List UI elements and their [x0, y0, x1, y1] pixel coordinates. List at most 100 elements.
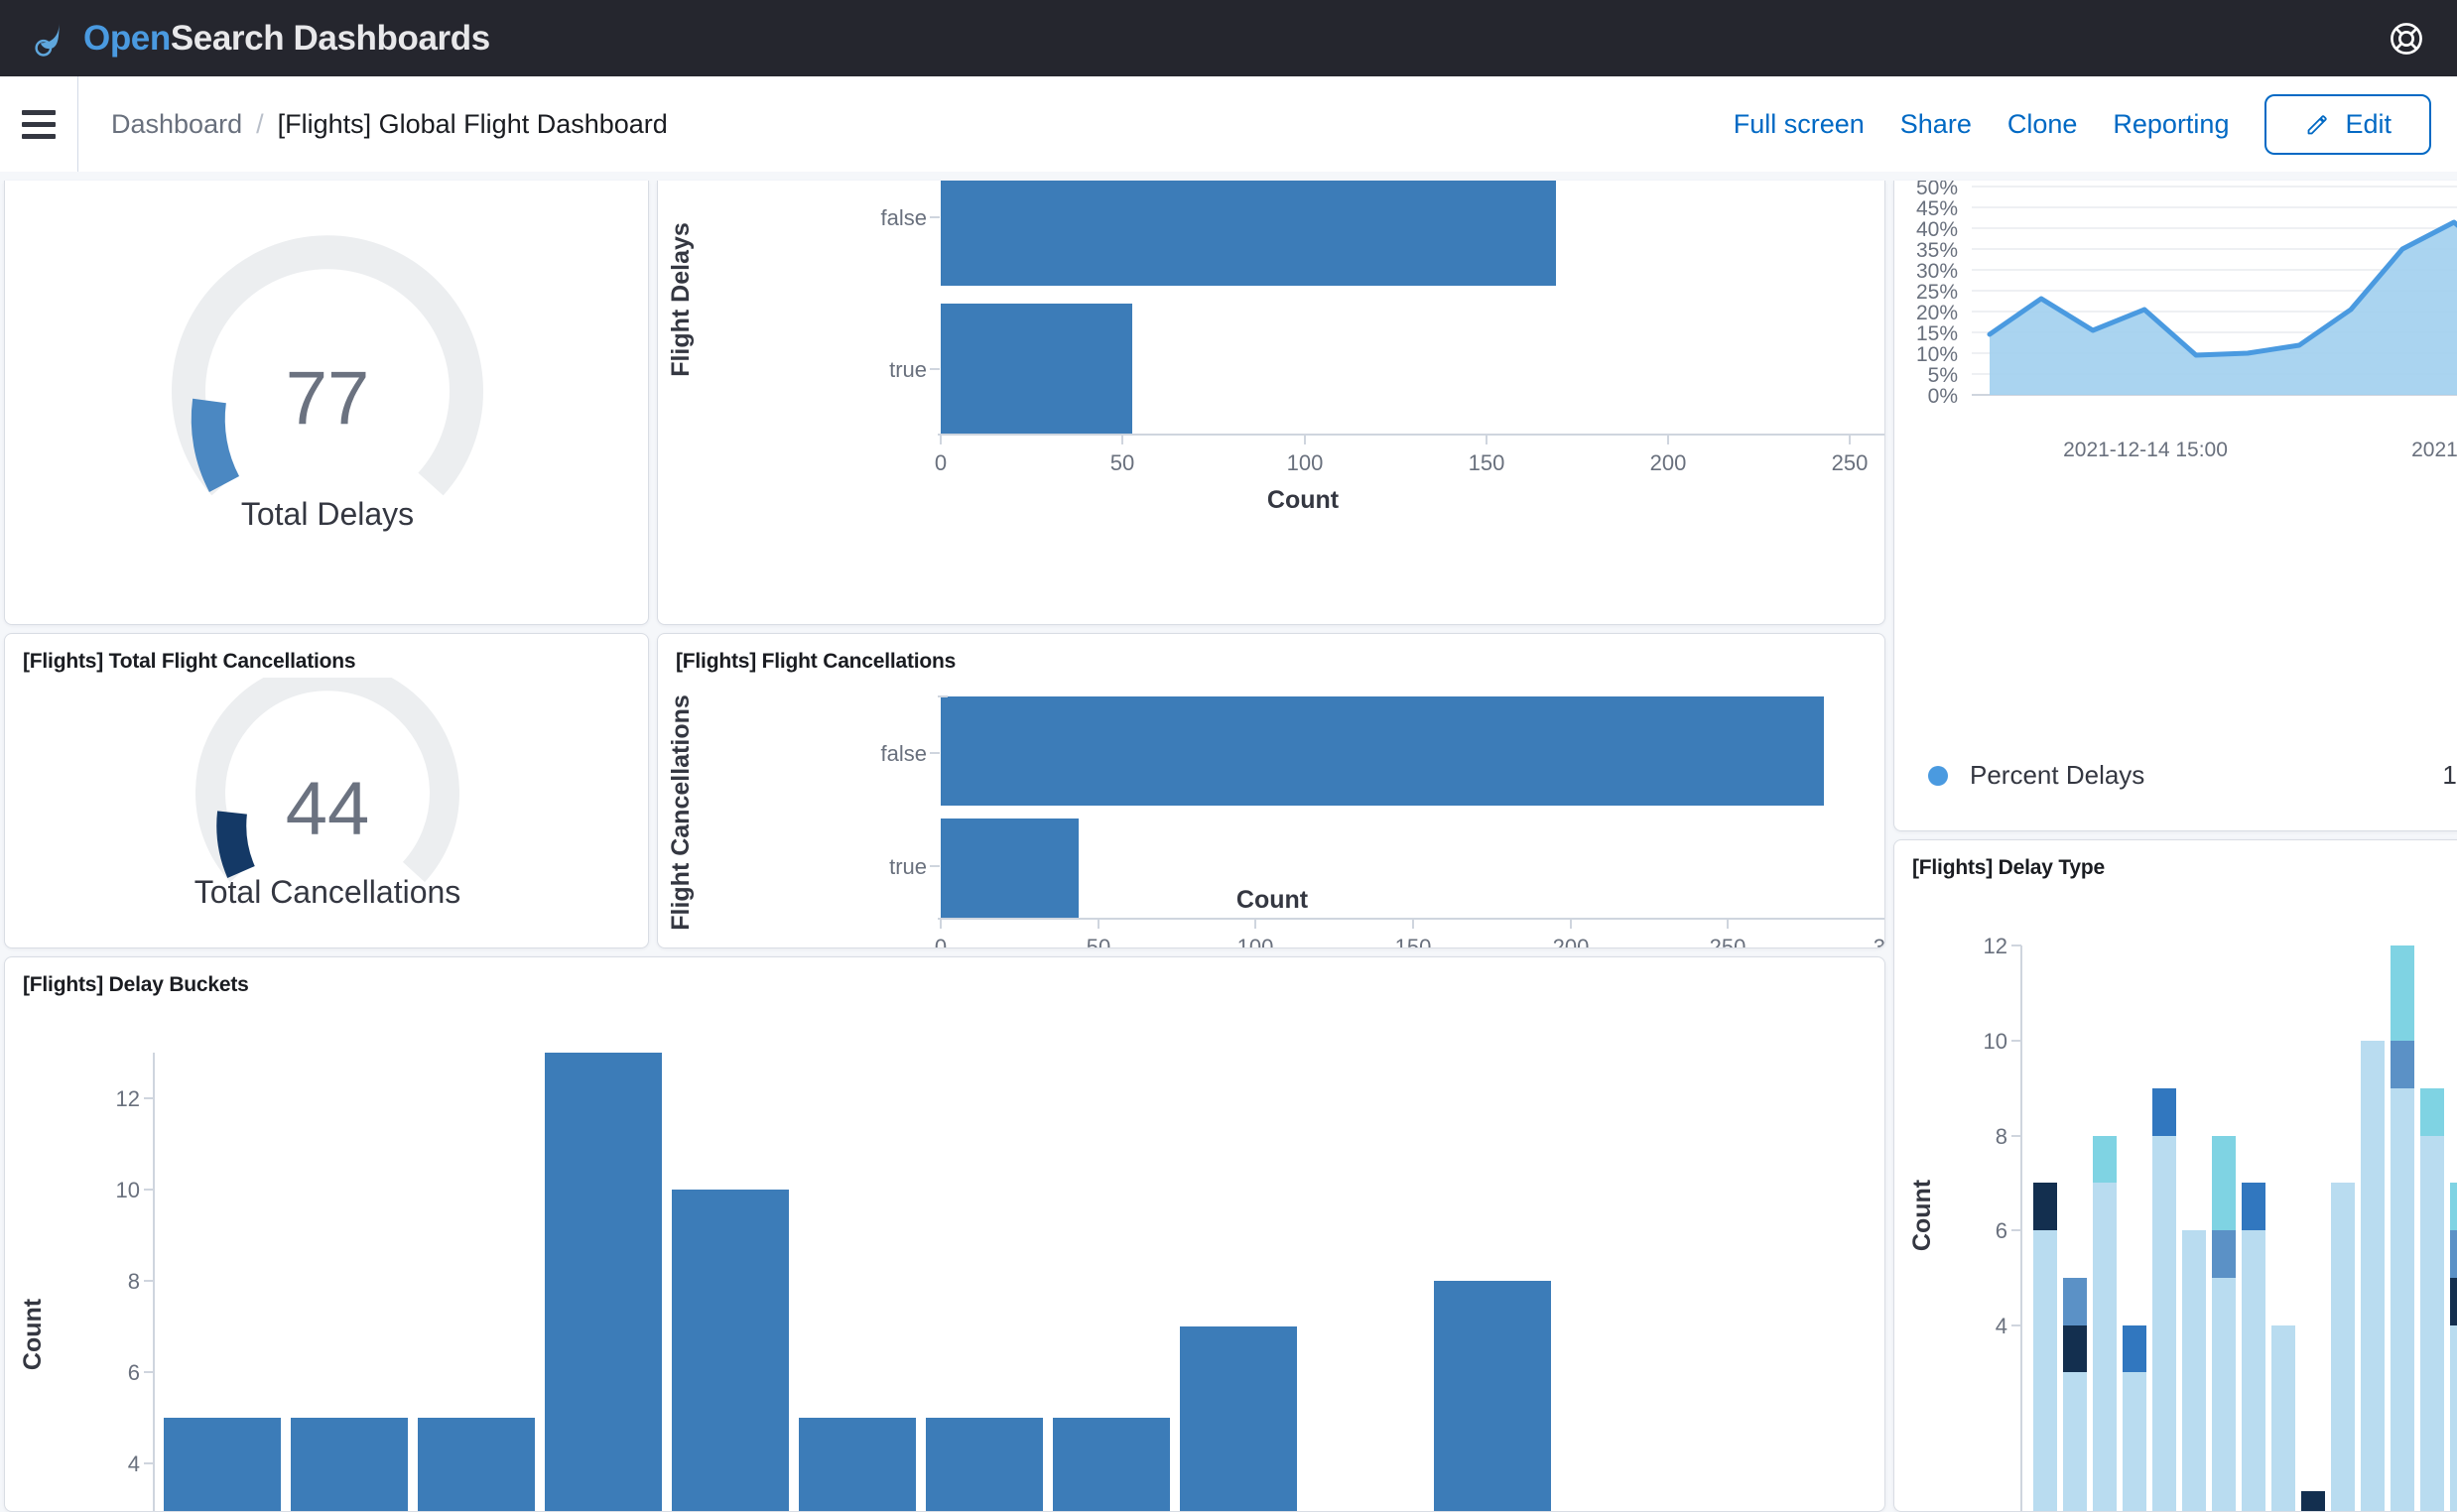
ytick-6: 6	[1996, 1218, 2007, 1243]
bar-false[interactable]	[941, 181, 1556, 286]
breadcrumb-separator: /	[256, 108, 264, 139]
ytick-40: 40%	[1916, 218, 1958, 241]
panel-title-delay-buckets: [Flights] Delay Buckets	[23, 973, 249, 996]
bucket-bar-4[interactable]	[545, 1053, 662, 1512]
x-axis-title: Count	[1267, 486, 1340, 514]
panel-flight-delays: false true 0 50 100 150 200 250 Count Fl…	[657, 181, 1885, 625]
delay-buckets-bars[interactable]	[164, 1053, 1551, 1512]
delay-buckets-chart[interactable]: 4 6 8 10 12 Count	[5, 1007, 1885, 1512]
bucket-bar-6[interactable]	[799, 1418, 916, 1512]
brand-title: OpenSearch Dashboards	[83, 19, 490, 59]
x-axis-title: Count	[1235, 886, 1309, 914]
ytick-30: 30%	[1916, 260, 1958, 283]
ytick-4: 4	[128, 1451, 140, 1476]
bucket-bar-7[interactable]	[926, 1418, 1043, 1512]
page-title: [Flights] Global Flight Dashboard	[277, 108, 668, 139]
ytick-10: 10	[116, 1178, 140, 1202]
xtick-label-0: 2021-12-14 15:00	[2063, 439, 2228, 461]
ytick-4: 4	[1996, 1314, 2007, 1338]
gauge-value: 77	[286, 356, 370, 441]
ycancel-label-false: false	[881, 741, 927, 766]
ytick-45: 45%	[1916, 197, 1958, 220]
bar-false[interactable]	[941, 696, 1824, 806]
ytick-25: 25%	[1916, 281, 1958, 304]
brand-logo-group[interactable]: OpenSearch Dashboards	[28, 16, 490, 62]
ytick-35: 35%	[1916, 239, 1958, 262]
edit-button-label: Edit	[2345, 108, 2392, 139]
ytick-8: 8	[128, 1269, 140, 1294]
app-top-bar: OpenSearch Dashboards	[0, 0, 2457, 76]
brand-open: Open	[83, 18, 171, 58]
gauge-value: 44	[286, 767, 370, 851]
bar-true[interactable]	[941, 304, 1132, 434]
bucket-bar-9[interactable]	[1180, 1326, 1297, 1512]
delay-type-chart[interactable]: 12 10 8 6 4 Count	[1894, 888, 2457, 1512]
panel-flight-cancellations: [Flights] Flight Cancellations false tru…	[657, 633, 1885, 948]
total-cancellations-gauge[interactable]: 44	[5, 678, 649, 926]
xtick-50: 50	[1110, 450, 1134, 475]
ytick-6: 6	[128, 1360, 140, 1385]
breadcrumb-dashboard[interactable]: Dashboard	[111, 108, 243, 139]
edit-button[interactable]: Edit	[2264, 93, 2431, 155]
gauge-label: Total Delays	[240, 496, 415, 532]
ytick-20: 20%	[1916, 302, 1958, 324]
total-delays-gauge[interactable]: 77	[5, 181, 649, 625]
ydelay-label-false: false	[881, 205, 927, 230]
bucket-bar-2[interactable]	[291, 1418, 408, 1512]
y-axis-title: Count	[1908, 1179, 1936, 1251]
nav-actions: Full screen Share Clone Reporting Edit	[1733, 93, 2431, 155]
area-line	[1987, 219, 2457, 358]
panel-title-total-cancellations: [Flights] Total Flight Cancellations	[23, 650, 356, 673]
reporting-button[interactable]: Reporting	[2113, 108, 2230, 139]
opensearch-logo-icon	[35, 22, 60, 57]
hamburger-menu-icon[interactable]	[0, 109, 77, 139]
xtick-100: 100	[1287, 450, 1324, 475]
xtick-250: 250	[1710, 935, 1746, 948]
percent-delays-legend[interactable]: Percent Delays 10%	[1928, 760, 2457, 791]
xtick-0: 0	[935, 935, 947, 948]
bar-true[interactable]	[941, 819, 1079, 918]
panel-total-flight-cancellations: [Flights] Total Flight Cancellations 44 …	[4, 633, 649, 948]
full-screen-button[interactable]: Full screen	[1733, 108, 1865, 139]
xtick-0: 0	[935, 450, 947, 475]
xtick-label-1: 2021-12-14 21:00	[2411, 439, 2457, 461]
legend-value-percent-delays: 10%	[2442, 760, 2457, 790]
xtick-200: 200	[1650, 450, 1687, 475]
xtick-250: 250	[1832, 450, 1869, 475]
ycancel-label-true: true	[889, 854, 927, 879]
panel-delay-buckets: [Flights] Delay Buckets 4 6 8 10 12 Coun…	[4, 956, 1885, 1512]
xtick-100: 100	[1237, 935, 1274, 948]
panel-percent-delays: 50% 45% 40% 35% 30% 25% 20% 15% 10% 5% 0…	[1893, 181, 2457, 831]
bucket-bar-10[interactable]	[1434, 1281, 1551, 1512]
ytick-10: 10%	[1916, 343, 1958, 366]
ytick-12: 12	[116, 1086, 140, 1111]
bucket-bar-8[interactable]	[1053, 1418, 1170, 1512]
xtick-150: 150	[1395, 935, 1432, 948]
share-button[interactable]: Share	[1899, 108, 1972, 139]
ytick-5: 5%	[1928, 364, 1958, 387]
flight-delays-chart[interactable]: false true 0 50 100 150 200 250 Count Fl…	[658, 181, 1885, 625]
y-axis-title: Flight Delays	[667, 222, 695, 377]
nav-divider	[77, 76, 78, 172]
percent-delays-chart[interactable]: 50% 45% 40% 35% 30% 25% 20% 15% 10% 5% 0…	[1894, 181, 2457, 736]
ytick-10: 10	[1984, 1029, 2007, 1054]
bucket-bar-3[interactable]	[418, 1418, 535, 1512]
pencil-icon	[2308, 114, 2328, 134]
brand-dashboards: Dashboards	[293, 18, 491, 58]
bucket-bar-5[interactable]	[672, 1190, 789, 1512]
panel-delay-type: [Flights] Delay Type 12 10 8 6 4 Count	[1893, 839, 2457, 1512]
xtick-150: 150	[1469, 450, 1505, 475]
area-fill	[1990, 222, 2457, 395]
ytick-50: 50%	[1916, 181, 1958, 199]
clone-button[interactable]: Clone	[2006, 108, 2078, 139]
y-axis-title: Flight Cancellations	[667, 694, 695, 931]
life-ring-icon[interactable]	[2388, 20, 2425, 58]
xtick-50: 50	[1087, 935, 1110, 948]
ytick-0: 0%	[1928, 385, 1958, 408]
flight-cancellations-chart[interactable]: false true 0 50 100 150 200 250 30 Fligh…	[658, 674, 1885, 948]
ytick-8: 8	[1996, 1124, 2007, 1149]
dashboard-nav-bar: Dashboard / [Flights] Global Flight Dash…	[0, 76, 2457, 172]
delay-type-bars[interactable]	[2033, 945, 2457, 1512]
panel-title-delay-type: [Flights] Delay Type	[1912, 856, 2105, 879]
bucket-bar-1[interactable]	[164, 1418, 281, 1512]
